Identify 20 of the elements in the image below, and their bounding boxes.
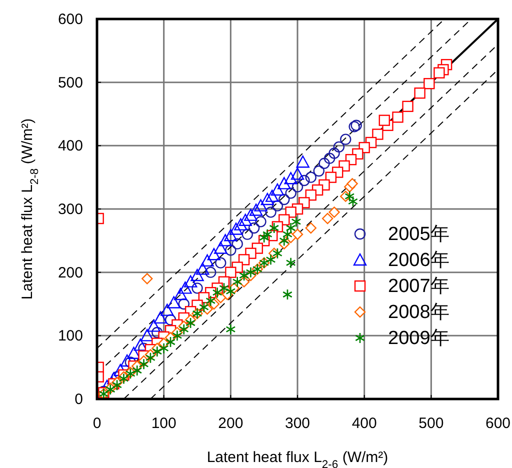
- x-tick-label: 0: [92, 415, 102, 432]
- legend-label: 2009年: [388, 328, 450, 349]
- legend-label: 2006年: [388, 250, 450, 271]
- x-tick-label: 400: [352, 415, 377, 432]
- x-tick-label: 500: [418, 415, 444, 432]
- x-tick-label: 300: [284, 415, 310, 432]
- legend-label: 2007年: [388, 276, 450, 297]
- x-axis-title: Latent heat flux L$_{2-6}$ (W/m²): [206, 449, 388, 468]
- y-tick-label: 200: [58, 264, 83, 282]
- y-tick-label: 100: [58, 328, 83, 345]
- y-tick-label: 0: [74, 391, 83, 408]
- y-tick-label: 400: [58, 138, 83, 155]
- x-tick-label: 200: [218, 415, 244, 432]
- y-tick-label: 500: [58, 74, 83, 92]
- y-tick-label: 600: [58, 11, 83, 28]
- legend-label: 2008年: [388, 302, 450, 323]
- x-tick-label: 600: [485, 415, 511, 432]
- legend-label: 2005年: [388, 224, 450, 245]
- y-tick-label: 300: [58, 201, 83, 218]
- x-tick-label: 100: [151, 415, 176, 432]
